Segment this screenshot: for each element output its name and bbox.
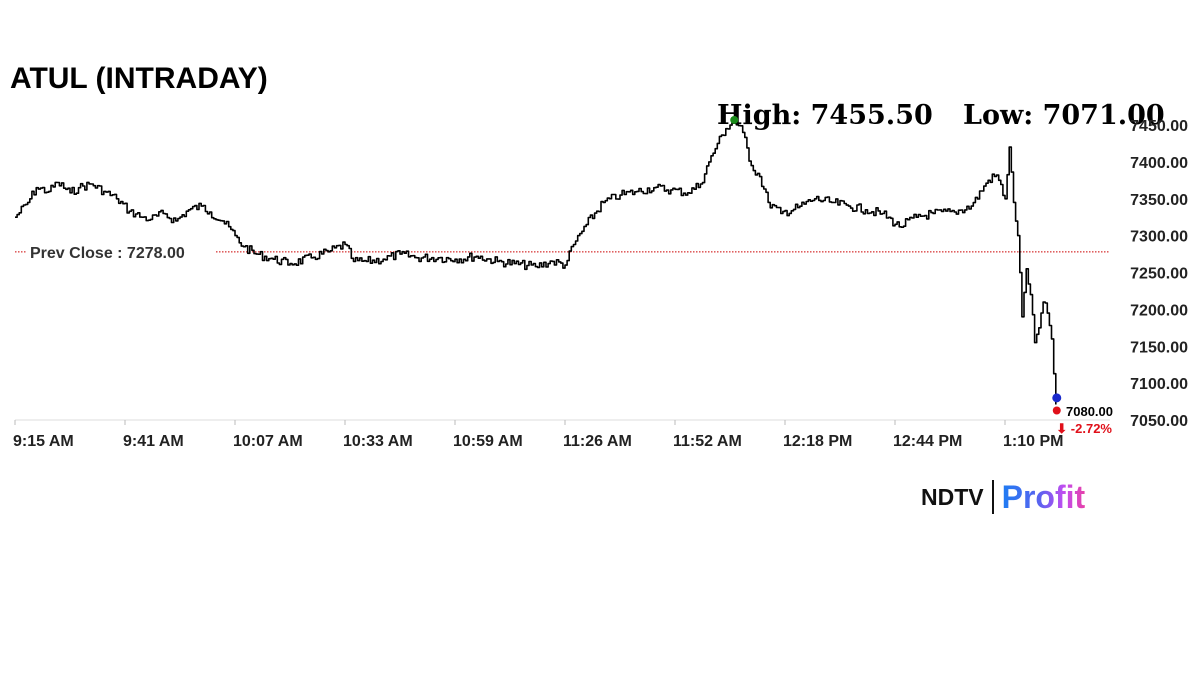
price-series-line (15, 120, 1057, 405)
x-tick-label: 10:07 AM (233, 433, 303, 450)
y-tick-label: 7300.00 (1130, 229, 1188, 246)
last-change-label: ⬇ -2.72% (1056, 421, 1112, 436)
low-marker (1052, 406, 1061, 415)
y-axis-ticks: 7050.00 7100.00 7150.00 7200.00 7250.00 7300.… (1130, 118, 1188, 430)
prev-close-layer: Prev Close : 7278.00 (15, 240, 1110, 262)
low-label: Low: 7071.00 (963, 100, 1165, 131)
y-tick-label: 7350.00 (1130, 192, 1188, 209)
x-tick-label: 12:44 PM (893, 433, 962, 450)
y-tick-label: 7250.00 (1130, 266, 1188, 283)
x-tick-label: 11:52 AM (673, 433, 742, 450)
y-tick-label: 7150.00 (1130, 339, 1188, 356)
last-price-marker (1052, 393, 1062, 403)
ndtv-profit-logo: NDTV Profit (921, 477, 1085, 517)
x-axis-ticks: 9:15 AM 9:41 AM 10:07 AM 10:33 AM 10:59 AM 11… (13, 420, 1063, 450)
x-tick-label: 11:26 AM (563, 433, 632, 450)
prev-close-label: Prev Close : 7278.00 (30, 245, 185, 262)
y-tick-label: 7100.00 (1130, 376, 1188, 393)
chart-title: ATUL (INTRADAY) (10, 62, 268, 95)
x-tick-label: 9:41 AM (123, 433, 184, 450)
marker-layer (730, 115, 1062, 415)
x-tick-label: 10:33 AM (343, 433, 413, 450)
profit-wordmark: Profit (1001, 478, 1086, 515)
x-tick-label: 12:18 PM (783, 433, 852, 450)
logo-divider (991, 480, 994, 514)
ndtv-wordmark: NDTV (921, 483, 984, 510)
y-tick-label: 7050.00 (1130, 413, 1188, 430)
x-tick-label: 10:59 AM (453, 433, 523, 450)
x-tick-label: 1:10 PM (1003, 433, 1063, 450)
x-tick-label: 9:15 AM (13, 433, 74, 450)
y-tick-label: 7400.00 (1130, 155, 1188, 172)
prev-close-label-bg (26, 240, 216, 261)
y-tick-label: 7200.00 (1130, 302, 1188, 319)
series-layer (15, 120, 1057, 405)
high-marker (730, 115, 739, 124)
y-tick-label: 7450.00 (1130, 118, 1188, 135)
high-label: High: 7455.50 (717, 100, 933, 131)
last-value-label: 7080.00 (1066, 404, 1113, 419)
